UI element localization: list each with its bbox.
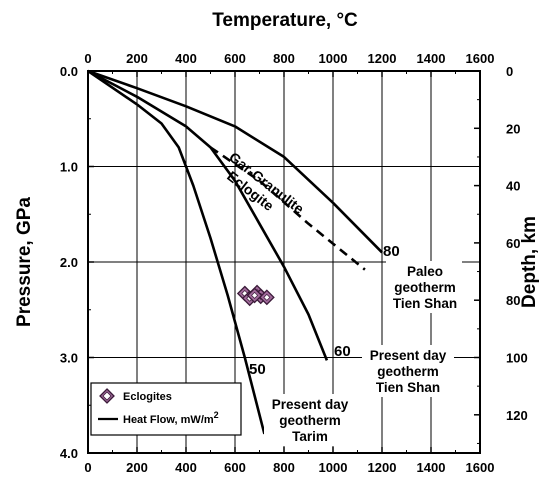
geotherm-line-50 (87, 69, 266, 435)
y-tick-label-left: 2.0 (60, 255, 78, 270)
paleo-label-1: Paleo (407, 264, 443, 279)
label-50: 50 (249, 361, 266, 378)
paleo-label-3: Tien Shan (393, 296, 457, 311)
x-tick-label-top: 800 (273, 51, 295, 66)
phase-boundary-line (209, 146, 366, 271)
legend-box (90, 382, 242, 436)
x-tick-label-bottom: 600 (224, 460, 246, 475)
y-tick-label-right: 60 (506, 236, 520, 251)
chart-title: Temperature, °C (212, 10, 358, 31)
paleo-label-2: geotherm (394, 280, 456, 295)
x-tick-label-top: 400 (175, 51, 197, 66)
eclogite-points (236, 284, 275, 307)
y-tick-label-right: 120 (506, 408, 528, 423)
legend-eclogite-icon (99, 388, 115, 404)
x-tick-label-bottom: 400 (175, 460, 197, 475)
tien-label-3: Tien Shan (376, 380, 440, 395)
x-tick-label-bottom: 1200 (368, 460, 397, 475)
x-tick-label-bottom: 200 (126, 460, 148, 475)
legend-heat-flow-text: Heat Flow, mW/m (123, 414, 214, 426)
tien-label-1: Present day (370, 348, 447, 363)
x-tick-label-top: 0 (84, 51, 91, 66)
tien-label-2: geotherm (377, 364, 439, 379)
eclogite-marker-inner (263, 293, 271, 301)
eclogite-point (246, 287, 263, 304)
geotherm-line-80 (87, 69, 383, 254)
eclogite-point (258, 289, 275, 306)
tarim-label-bg (264, 394, 356, 446)
tarim-label-2: geotherm (279, 413, 341, 428)
legend: Eclogites Heat Flow, mW/m2 (90, 382, 242, 436)
tarim-label-3: Tarim (292, 429, 328, 444)
y-tick-label-right: 0 (506, 64, 513, 79)
y-tick-label-left: 1.0 (60, 160, 78, 175)
label-60: 60 (334, 343, 351, 360)
geotherm-line-60 (87, 69, 329, 361)
y-tick-label-right: 100 (506, 351, 528, 366)
tarim-label-1: Present day (272, 397, 349, 412)
legend-heat-flow-label: Heat Flow, mW/m2 (123, 410, 219, 426)
y-axis-label-left: Pressure, GPa (14, 197, 35, 327)
x-tick-label-bottom: 1600 (466, 460, 495, 475)
x-tick-label-top: 1400 (417, 51, 446, 66)
y-tick-label-right: 20 (506, 121, 520, 136)
y-tick-label-right: 40 (506, 179, 520, 194)
y-tick-label-right: 80 (506, 293, 520, 308)
legend-heat-flow-sup: 2 (214, 410, 219, 420)
y-axis-label-right: Depth, km (519, 216, 540, 308)
x-tick-label-top: 1600 (466, 51, 495, 66)
x-tick-label-bottom: 800 (273, 460, 295, 475)
x-tick-label-top: 1000 (319, 51, 348, 66)
tien-label-bg (362, 345, 454, 397)
paleo-label-bg (386, 261, 462, 313)
series (87, 69, 383, 435)
label-80: 80 (383, 243, 400, 260)
x-tick-label-top: 200 (126, 51, 148, 66)
y-tick-label-left: 3.0 (60, 351, 78, 366)
x-tick-label-bottom: 1400 (417, 460, 446, 475)
y-tick-label-left: 0.0 (60, 64, 78, 79)
x-tick-label-top: 1200 (368, 51, 397, 66)
x-tick-label-bottom: 1000 (319, 460, 348, 475)
legend-eclogites-label: Eclogites (123, 391, 172, 403)
y-tick-label-left: 4.0 (60, 446, 78, 461)
x-tick-label-top: 600 (224, 51, 246, 66)
eclogite-marker-inner (251, 291, 259, 299)
x-tick-label-bottom: 0 (84, 460, 91, 475)
